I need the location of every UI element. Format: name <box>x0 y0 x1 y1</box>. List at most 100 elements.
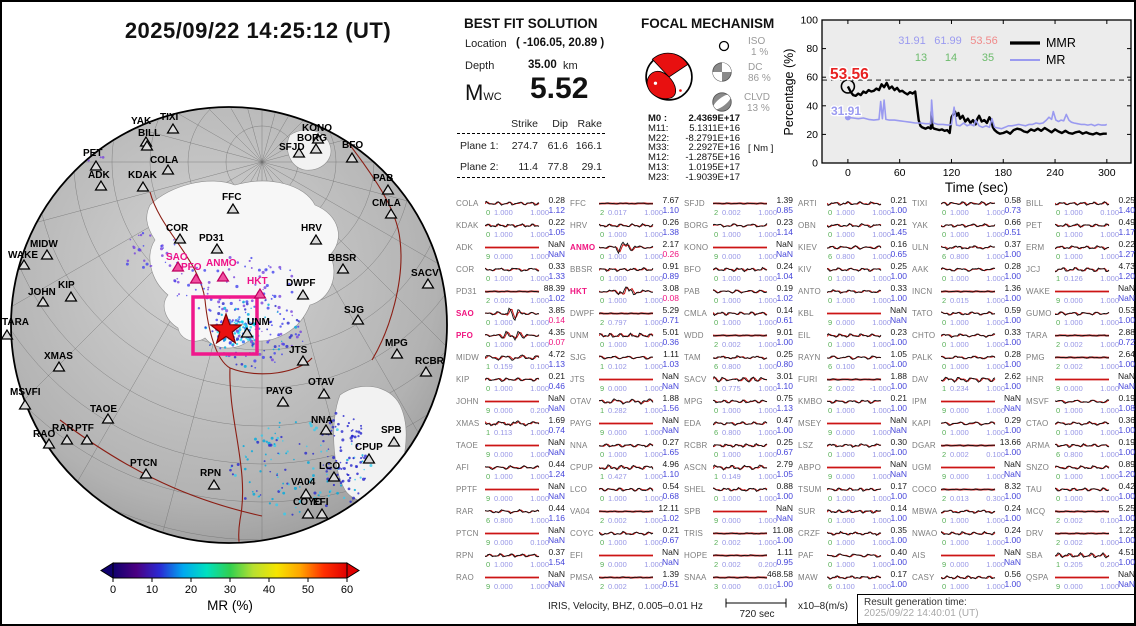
station-weight1: 1.000 <box>608 296 627 305</box>
station-code: EFI <box>570 551 584 560</box>
station-cell-AIS: AIS NaN NaN 9 0.000 1.000 <box>911 547 1025 570</box>
station-code: HOPE <box>684 551 708 560</box>
station-triangle-icon <box>345 151 359 163</box>
station-code: MIDW <box>456 353 480 362</box>
station-weight1: 1.000 <box>836 450 855 459</box>
station-fit-ratio: 0.67 <box>662 535 679 545</box>
station-weight2: 1.000 <box>872 296 891 305</box>
station-weight1: 0.800 <box>950 252 969 261</box>
station-flag: 0 <box>942 582 947 591</box>
station-weight2: 1.000 <box>872 428 891 437</box>
station-code: PFO <box>456 331 474 340</box>
map-station-BBSR: BBSR <box>328 253 357 274</box>
station-cell-KDAK: KDAK 0.22 1.05 0 1.000 1.000 <box>455 217 569 240</box>
map-station-COLA: COLA <box>150 155 178 175</box>
waveform-trace <box>713 266 768 273</box>
station-code: MSEY <box>798 419 822 428</box>
station-flag: 9 <box>1056 384 1061 393</box>
station-weight1: 1.000 <box>494 274 513 283</box>
station-amplitude: 0.14 <box>776 305 793 315</box>
station-code: BILL <box>1026 199 1044 208</box>
station-code: JCJ <box>1026 265 1041 274</box>
station-fit-ratio: 1.00 <box>1118 315 1135 325</box>
station-weight1: 0.002 <box>608 582 627 591</box>
station-fit-ratio: 1.24 <box>548 469 565 479</box>
station-amplitude: NaN <box>1117 283 1135 293</box>
station-flag: 0 <box>486 230 491 239</box>
waveform-trace <box>1055 223 1110 229</box>
station-flag: 9 <box>600 384 605 393</box>
station-weight1: 1.000 <box>608 494 627 503</box>
station-fit-ratio: 1.00 <box>890 271 907 281</box>
station-cell-DGAR: DGAR 13.66 1.00 2 0.002 0.100 <box>911 437 1025 460</box>
station-triangle-icon <box>36 295 50 307</box>
waveform-trace <box>827 267 882 272</box>
station-cell-KMBO: KMBO 0.21 1.00 0 1.000 1.000 <box>797 393 911 416</box>
station-triangle-icon <box>17 258 31 270</box>
station-code: FURI <box>798 375 818 384</box>
station-weight2: 1.000 <box>986 208 1005 217</box>
station-amplitude: 0.42 <box>1118 481 1135 491</box>
station-amplitude: 0.36 <box>1118 415 1135 425</box>
station-fit-ratio: 1.00 <box>890 205 907 215</box>
station-weight1: 0.002 <box>1064 340 1083 349</box>
station-triangle-icon <box>94 179 108 191</box>
station-code: CMLA <box>684 309 708 318</box>
station-weight2: 1.000 <box>530 340 549 349</box>
colorbar-tick: 60 <box>341 584 353 596</box>
waveform-trace <box>713 311 768 317</box>
station-amplitude: 8.32 <box>1004 481 1021 491</box>
station-weight1: 1.000 <box>1064 318 1083 327</box>
station-triangle-icon <box>210 242 224 254</box>
waveform-trace <box>713 399 768 404</box>
station-amplitude: 7.67 <box>662 195 679 205</box>
depth-value: 35.00 <box>528 59 557 71</box>
y-tick-label: 80 <box>806 43 818 55</box>
station-weight1: 0.000 <box>950 472 969 481</box>
station-cell-INCN: INCN 1.36 1.00 2 0.015 1.000 <box>911 283 1025 306</box>
waveform-trace <box>485 223 540 229</box>
station-cell-HKT: HKT 3.08 0.08 0 1.000 1.000 <box>569 283 683 306</box>
waveform-trace <box>485 420 540 427</box>
station-code: AAK <box>912 265 929 274</box>
station-map-label: HKT <box>247 276 268 287</box>
station-cell-JCJ: JCJ 4.73 1.20 1 0.126 1.000 <box>1025 261 1136 284</box>
station-fit-ratio: 0.85 <box>776 205 793 215</box>
station-cell-TSUM: TSUM 0.17 1.00 0 1.000 1.000 <box>797 481 911 504</box>
station-weight2: 0.100 <box>530 538 549 547</box>
waveform-trace <box>941 376 996 383</box>
station-amplitude: 2.88 <box>1118 327 1135 337</box>
station-flag: 0 <box>1056 494 1061 503</box>
station-cell-SNZO: SNZO 0.89 1.20 0 1.000 1.000 <box>1025 459 1136 482</box>
station-flag: 6 <box>714 428 719 437</box>
station-amplitude: NaN <box>1117 371 1135 381</box>
station-triangle-icon <box>0 328 14 340</box>
tensor-row-5: M13: 1.0195E+17 <box>648 161 740 173</box>
station-flag: 9 <box>600 560 605 569</box>
station-flag: 0 <box>828 296 833 305</box>
station-code: OBN <box>798 221 816 230</box>
station-amplitude: 0.23 <box>776 217 793 227</box>
station-map-label: KIP <box>58 280 75 291</box>
station-weight1: 0.000 <box>722 582 741 591</box>
station-cell-KAPI: KAPI 0.29 1.00 0 1.000 1.000 <box>911 415 1025 438</box>
station-flag: 0 <box>486 208 491 217</box>
station-weight2: 1.000 <box>986 318 1005 327</box>
waveform-trace <box>1055 420 1110 426</box>
station-fit-ratio: 1.20 <box>1118 271 1135 281</box>
station-weight1: 1.000 <box>1064 428 1083 437</box>
station-amplitude: NaN <box>1117 569 1135 579</box>
waveform-trace <box>827 509 882 514</box>
station-triangle-icon <box>419 365 433 377</box>
station-amplitude: 3.08 <box>662 283 679 293</box>
waveform-trace <box>485 200 540 206</box>
station-code: XMAS <box>456 419 480 428</box>
waveform-trace <box>599 202 653 205</box>
map-station-MIDW: MIDW <box>30 239 58 260</box>
focal-heading: FOCAL MECHANISM <box>641 16 775 31</box>
station-weight2: 1.000 <box>530 582 549 591</box>
station-cell-DRV: DRV 1.22 1.00 2 0.002 1.000 <box>1025 525 1136 548</box>
station-cell-HNR: HNR NaN NaN 9 0.000 1.000 <box>1025 371 1136 394</box>
station-weight2: 1.000 <box>644 450 663 459</box>
waveform-trace <box>713 510 767 513</box>
